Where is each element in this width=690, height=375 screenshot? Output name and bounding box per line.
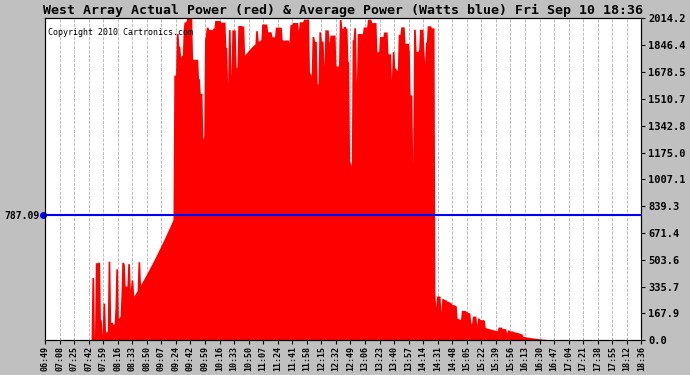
Text: Copyright 2010 Cartronics.com: Copyright 2010 Cartronics.com — [48, 28, 193, 37]
Title: West Array Actual Power (red) & Average Power (Watts blue) Fri Sep 10 18:36: West Array Actual Power (red) & Average … — [43, 4, 643, 17]
